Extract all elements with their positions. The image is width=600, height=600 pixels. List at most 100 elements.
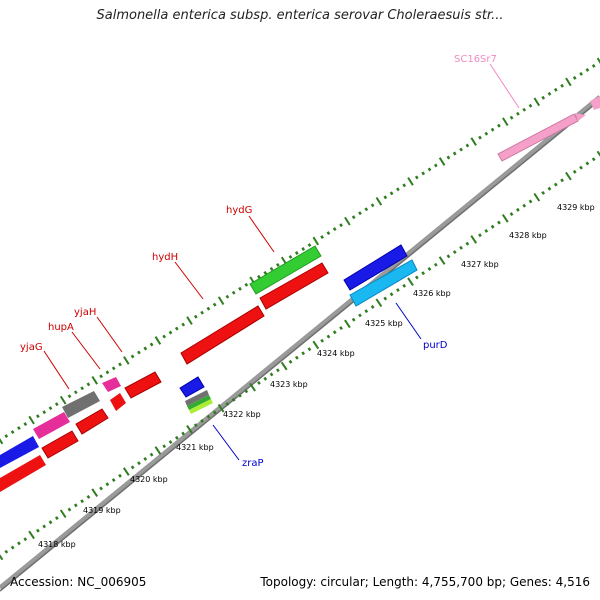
- tick-mark: [186, 425, 193, 434]
- gene-feature-pink-tip[interactable]: [575, 113, 586, 121]
- inner-tick-ring: [0, 150, 600, 561]
- tick-mark: [212, 302, 217, 307]
- tick-mark: [375, 298, 383, 308]
- tick-mark: [105, 370, 110, 375]
- tick-mark: [452, 151, 457, 156]
- kbp-label: 4322 kbp: [223, 410, 261, 419]
- tick-mark: [99, 486, 103, 491]
- tick-mark: [23, 537, 28, 542]
- tick-mark: [484, 229, 489, 233]
- tick-mark: [225, 294, 230, 299]
- tick-mark: [225, 402, 230, 407]
- gene-label-SC16Sr7[interactable]: SC16Sr7: [454, 54, 497, 65]
- tick-mark: [80, 386, 84, 391]
- tick-mark: [17, 541, 21, 546]
- tick-mark: [122, 467, 130, 476]
- tick-mark: [111, 366, 116, 371]
- tick-mark: [294, 355, 299, 360]
- tick-mark: [244, 282, 249, 287]
- gene-feature-green[interactable]: [249, 245, 322, 295]
- tick-mark: [497, 220, 501, 225]
- tick-mark: [154, 336, 162, 345]
- tick-mark: [585, 161, 590, 166]
- gene-feature-gray[interactable]: [185, 390, 209, 406]
- gene-feature-yellowgreen[interactable]: [189, 399, 213, 414]
- tick-mark: [383, 195, 388, 200]
- gene-feature-pink[interactable]: [497, 113, 579, 162]
- gene-feature-cyan[interactable]: [349, 259, 418, 307]
- tick-mark: [307, 243, 312, 247]
- tick-mark: [332, 330, 337, 335]
- tick-mark: [186, 316, 193, 325]
- gene-feature-gray[interactable]: [62, 391, 100, 418]
- tick-mark: [10, 430, 15, 434]
- genome-backbone: [0, 95, 600, 590]
- tick-mark: [54, 516, 59, 521]
- tick-mark: [137, 461, 141, 466]
- tick-mark: [522, 107, 527, 112]
- kbp-label: 4318 kbp: [38, 540, 76, 549]
- gene-label-zraP[interactable]: zraP: [242, 458, 264, 469]
- tick-mark: [396, 187, 400, 192]
- tick-mark: [174, 326, 179, 331]
- tick-mark: [86, 494, 91, 499]
- tick-mark: [217, 296, 225, 306]
- gene-feature-blue[interactable]: [179, 376, 205, 398]
- tick-mark: [501, 214, 509, 223]
- gene-feature-blue[interactable]: [343, 244, 408, 291]
- tick-mark: [0, 438, 4, 445]
- gene-feature-red[interactable]: [124, 371, 162, 399]
- gene-label-yjaH[interactable]: yjaH: [74, 307, 96, 318]
- tick-mark: [67, 507, 72, 512]
- tick-mark: [351, 215, 356, 220]
- gene-feature-red[interactable]: [41, 430, 79, 459]
- tick-mark: [560, 178, 564, 183]
- label-connectors: [43, 63, 520, 461]
- tick-mark: [339, 223, 343, 228]
- tick-mark: [522, 203, 527, 208]
- gene-feature-red[interactable]: [180, 305, 265, 365]
- gene-label-hupA[interactable]: hupA: [48, 322, 74, 333]
- tick-mark: [591, 64, 596, 68]
- tick-mark: [276, 368, 280, 373]
- tick-mark: [572, 75, 577, 80]
- tick-mark: [80, 499, 84, 504]
- gene-feature-red[interactable]: [259, 262, 329, 310]
- gene-feature-red[interactable]: [0, 455, 46, 492]
- tick-mark: [465, 241, 470, 246]
- tick-mark: [344, 319, 351, 329]
- tick-mark: [421, 271, 426, 276]
- tick-mark: [118, 473, 122, 478]
- gene-label-yjaG[interactable]: yjaG: [20, 342, 43, 353]
- gene-feature-blue[interactable]: [0, 436, 39, 468]
- tick-mark: [257, 380, 261, 385]
- tick-mark: [370, 304, 375, 309]
- kbp-label: 4325 kbp: [365, 319, 403, 328]
- tick-mark: [10, 545, 15, 550]
- tick-mark: [149, 452, 154, 457]
- gene-feature-magenta[interactable]: [102, 377, 121, 392]
- kbp-label: 4320 kbp: [130, 475, 168, 484]
- gene-feature-green[interactable]: [187, 395, 211, 410]
- genome-summary-text: Topology: circular; Length: 4,755,700 bp…: [260, 575, 590, 589]
- gene-feature-red[interactable]: [75, 408, 109, 435]
- tick-mark: [17, 426, 21, 430]
- gene-label-hydG[interactable]: hydG: [226, 205, 252, 216]
- kbp-label: 4323 kbp: [270, 380, 308, 389]
- gene-feature-red[interactable]: [110, 393, 126, 411]
- tick-mark: [497, 123, 501, 128]
- gene-label-hydH[interactable]: hydH: [152, 252, 178, 263]
- tick-mark: [358, 313, 362, 318]
- tick-mark: [99, 374, 103, 379]
- gene-label-purD[interactable]: purD: [423, 340, 448, 351]
- tick-mark: [484, 131, 489, 136]
- tick-mark: [193, 314, 198, 319]
- tick-mark: [585, 68, 590, 72]
- tick-mark: [470, 235, 478, 244]
- tick-mark: [249, 382, 256, 392]
- gene-feature-pink-edge[interactable]: [590, 96, 600, 110]
- gene-feature-magenta[interactable]: [33, 412, 70, 439]
- tick-mark: [288, 255, 293, 259]
- tick-mark: [36, 528, 40, 533]
- tick-mark: [59, 395, 67, 405]
